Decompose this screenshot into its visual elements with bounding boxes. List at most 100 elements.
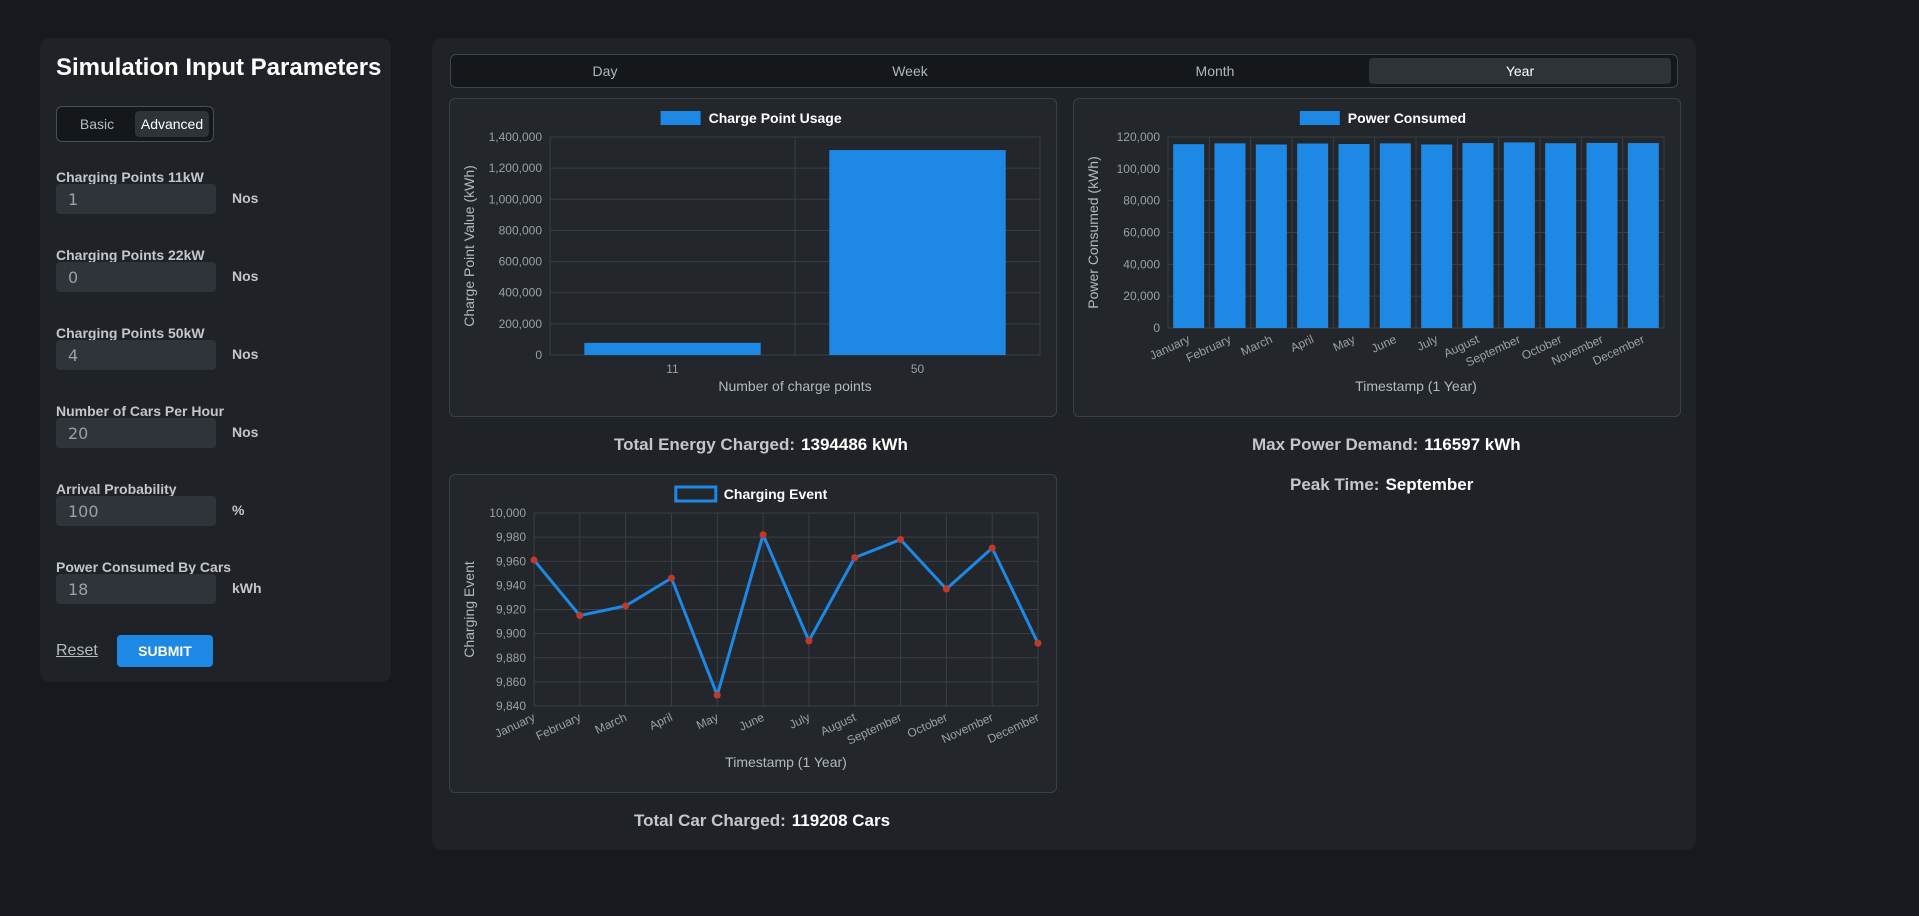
data-point (1034, 639, 1042, 647)
y-axis-title: Power Consumed (kWh) (1085, 156, 1101, 309)
x-tick-label: June (1369, 332, 1399, 356)
x-tick-label: April (647, 710, 675, 733)
power-consumed-by-cars-input[interactable] (56, 574, 216, 604)
y-tick-label: 9,860 (496, 675, 526, 689)
legend-swatch (660, 111, 701, 125)
field-power-consumed-by-cars: Power Consumed By Cars kWh (56, 559, 356, 623)
y-tick-label: 1,400,000 (489, 130, 543, 144)
charge-point-usage-svg: 0 200,000 400,000 600,000 800,000 1,000,000 1,… (461, 110, 1041, 394)
legend-swatch (1299, 111, 1340, 125)
bar (829, 150, 1006, 355)
x-tick-label: May (694, 710, 720, 732)
y-tick-label: 0 (535, 348, 542, 362)
y-tick-label: 9,840 (496, 699, 526, 713)
y-tick-label: 200,000 (499, 317, 543, 331)
x-tick-label: July (787, 710, 812, 732)
x-tick-label: December (985, 710, 1041, 746)
x-tick-label: 11 (666, 362, 679, 376)
field-unit: Nos (232, 346, 259, 362)
cars-per-hour-input[interactable] (56, 418, 216, 448)
y-tick-label: 9,900 (496, 627, 526, 641)
data-point (988, 544, 996, 552)
x-tick-label: May (1331, 332, 1357, 354)
mode-toggle: Basic Advanced (56, 106, 214, 142)
field-charging-points-11kw: Charging Points 11kW Nos (56, 169, 356, 233)
y-tick-label: 20,000 (1123, 289, 1160, 303)
arrival-probability-input[interactable] (56, 496, 216, 526)
x-tick-label: 50 (911, 362, 925, 376)
reset-link[interactable]: Reset (56, 642, 98, 659)
field-unit: Nos (232, 268, 259, 284)
advanced-mode-button[interactable]: Advanced (135, 111, 209, 137)
submit-button[interactable]: SUBMIT (117, 635, 213, 667)
data-point (576, 612, 584, 620)
field-label: Power Consumed By Cars (56, 559, 232, 575)
legend-label: Power Consumed (1348, 110, 1466, 126)
field-label: Charging Points 50kW (56, 325, 205, 341)
x-tick-label: November (939, 710, 995, 746)
data-point (530, 556, 538, 564)
data-point (713, 691, 721, 699)
charge-point-usage-chart: 0 200,000 400,000 600,000 800,000 1,000,000 1,… (449, 98, 1057, 417)
data-point (851, 554, 859, 562)
basic-mode-button[interactable]: Basic (79, 116, 115, 132)
y-tick-label: 9,880 (496, 651, 526, 665)
y-tick-label: 40,000 (1123, 257, 1160, 271)
peak-time-stat: Peak Time: September (1290, 475, 1473, 495)
y-tick-label: 1,200,000 (489, 161, 543, 175)
bar (1255, 144, 1287, 328)
bar (1297, 143, 1329, 328)
total-cars-label: Total Car Charged: (634, 811, 786, 830)
peak-time-value: September (1385, 475, 1474, 494)
bar (1627, 143, 1659, 328)
bar (1462, 143, 1494, 328)
bar (1379, 143, 1411, 328)
bar (1421, 144, 1453, 328)
legend-swatch (674, 485, 718, 503)
bar (584, 342, 761, 355)
y-tick-label: 0 (1153, 321, 1160, 335)
data-point (805, 637, 813, 645)
bar (1503, 142, 1535, 328)
field-arrival-probability: Arrival Probability % (56, 481, 356, 545)
field-unit: Nos (232, 190, 259, 206)
period-tabs: Day Week Month Year (450, 54, 1678, 88)
y-tick-label: 80,000 (1123, 194, 1160, 208)
tab-week[interactable]: Week (892, 63, 928, 79)
field-unit: % (232, 502, 245, 518)
x-tick-label: February (534, 710, 583, 743)
charging-points-22kw-input[interactable] (56, 262, 216, 292)
bar (1545, 143, 1577, 328)
tab-month[interactable]: Month (1195, 63, 1235, 79)
bar (1586, 142, 1618, 328)
y-tick-label: 9,940 (496, 578, 526, 592)
tab-year[interactable]: Year (1369, 58, 1671, 84)
charging-event-svg: 9,840 9,860 9,880 9,900 9,920 9,940 9,960 9,980… (461, 485, 1042, 770)
x-tick-label: June (737, 710, 767, 734)
simulation-input-panel: Simulation Input Parameters Basic Advanc… (40, 38, 391, 682)
charging-event-chart: 9,840 9,860 9,880 9,900 9,920 9,940 9,960 9,980… (449, 474, 1057, 793)
data-point (759, 531, 767, 539)
y-tick-label: 100,000 (1117, 162, 1161, 176)
bar (1173, 144, 1205, 328)
series-line (532, 533, 1040, 697)
max-power-value: 116597 kWh (1424, 435, 1521, 454)
field-label: Charging Points 22kW (56, 247, 205, 263)
field-label: Number of Cars Per Hour (56, 403, 225, 419)
legend-label: Charge Point Usage (709, 110, 842, 126)
total-cars-value: 119208 Cars (791, 811, 891, 830)
field-label: Arrival Probability (56, 481, 177, 497)
total-energy-stat: Total Energy Charged: 1394486 kWh (614, 435, 908, 455)
legend-label: Charging Event (724, 486, 828, 502)
data-point (897, 536, 905, 544)
y-tick-label: 9,960 (496, 554, 526, 568)
charging-points-11kw-input[interactable] (56, 184, 216, 214)
field-cars-per-hour: Number of Cars Per Hour Nos (56, 403, 356, 467)
y-tick-label: 400,000 (499, 286, 543, 300)
y-tick-label: 10,000 (489, 506, 526, 520)
tab-day[interactable]: Day (592, 63, 618, 79)
x-axis-title: Number of charge points (718, 378, 871, 394)
y-tick-label: 120,000 (1117, 130, 1161, 144)
peak-time-label: Peak Time: (1290, 475, 1380, 494)
charging-points-50kw-input[interactable] (56, 340, 216, 370)
